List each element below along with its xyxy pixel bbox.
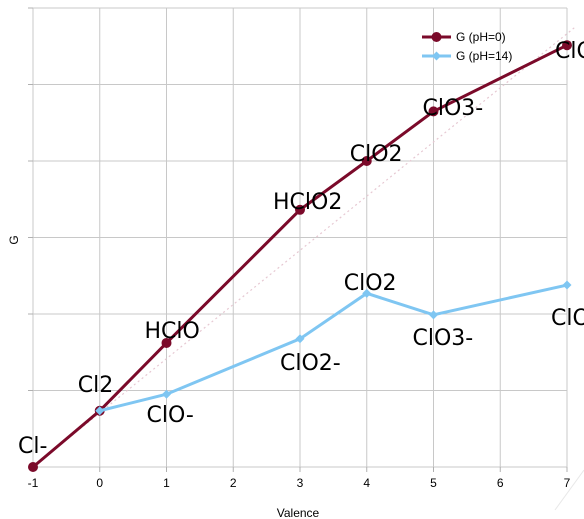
data-point	[162, 389, 171, 399]
data-point	[295, 204, 305, 215]
legend: G (pH=0) G (pH=14)	[422, 30, 512, 63]
x-axis-title: Valence	[277, 506, 320, 519]
x-tick-label: 0	[96, 476, 103, 490]
point-label: ClO4-	[551, 306, 584, 331]
point-label: ClO3-	[423, 96, 484, 121]
data-point	[361, 156, 372, 166]
data-point	[429, 310, 438, 320]
data-point	[362, 288, 372, 298]
y-axis-title: G	[7, 235, 21, 244]
reference-line-tail	[554, 469, 584, 511]
data-point	[562, 40, 572, 51]
series-line	[99, 283, 568, 413]
chart-series	[28, 40, 572, 472]
chart-axes: -1 0 1 2 3 4 5 6 7	[28, 7, 571, 490]
point-label: HClO	[145, 319, 200, 344]
legend-label: G (pH=0)	[456, 30, 506, 44]
x-tick-label: 1	[163, 476, 170, 490]
chart-grid	[32, 7, 568, 468]
data-point	[428, 106, 439, 117]
x-tick-label: 4	[363, 476, 370, 490]
legend-marker	[432, 51, 441, 61]
point-label: ClO2	[350, 142, 403, 167]
reference-line	[32, 26, 576, 468]
x-tick-label: 2	[230, 476, 237, 490]
data-point	[562, 280, 572, 290]
point-label: ClO4-	[555, 39, 584, 64]
x-tick-label: -1	[28, 476, 39, 490]
x-tick-label: 3	[297, 476, 304, 490]
reference-line	[32, 26, 584, 511]
data-point	[161, 337, 172, 348]
point-label: HClO2	[273, 190, 342, 215]
point-label: ClO3-	[413, 326, 474, 351]
x-tick-label: 6	[497, 476, 504, 490]
x-tick-label: 7	[564, 476, 571, 490]
data-point	[28, 462, 38, 472]
point-label: Cl2	[78, 373, 113, 398]
point-label: Cl-	[18, 434, 47, 459]
legend-marker	[431, 32, 442, 42]
point-label: ClO2-	[280, 351, 341, 376]
point-labels: Cl- Cl2 HClO HClO2 ClO2 ClO3- ClO4- ClO- ClO2- Cl…	[18, 39, 584, 459]
x-tick-label: 5	[430, 476, 437, 490]
point-label: ClO2	[344, 271, 397, 296]
data-point	[295, 334, 305, 344]
point-label: ClO-	[147, 403, 194, 428]
legend-label: G (pH=14)	[456, 49, 512, 63]
data-point	[95, 406, 105, 416]
